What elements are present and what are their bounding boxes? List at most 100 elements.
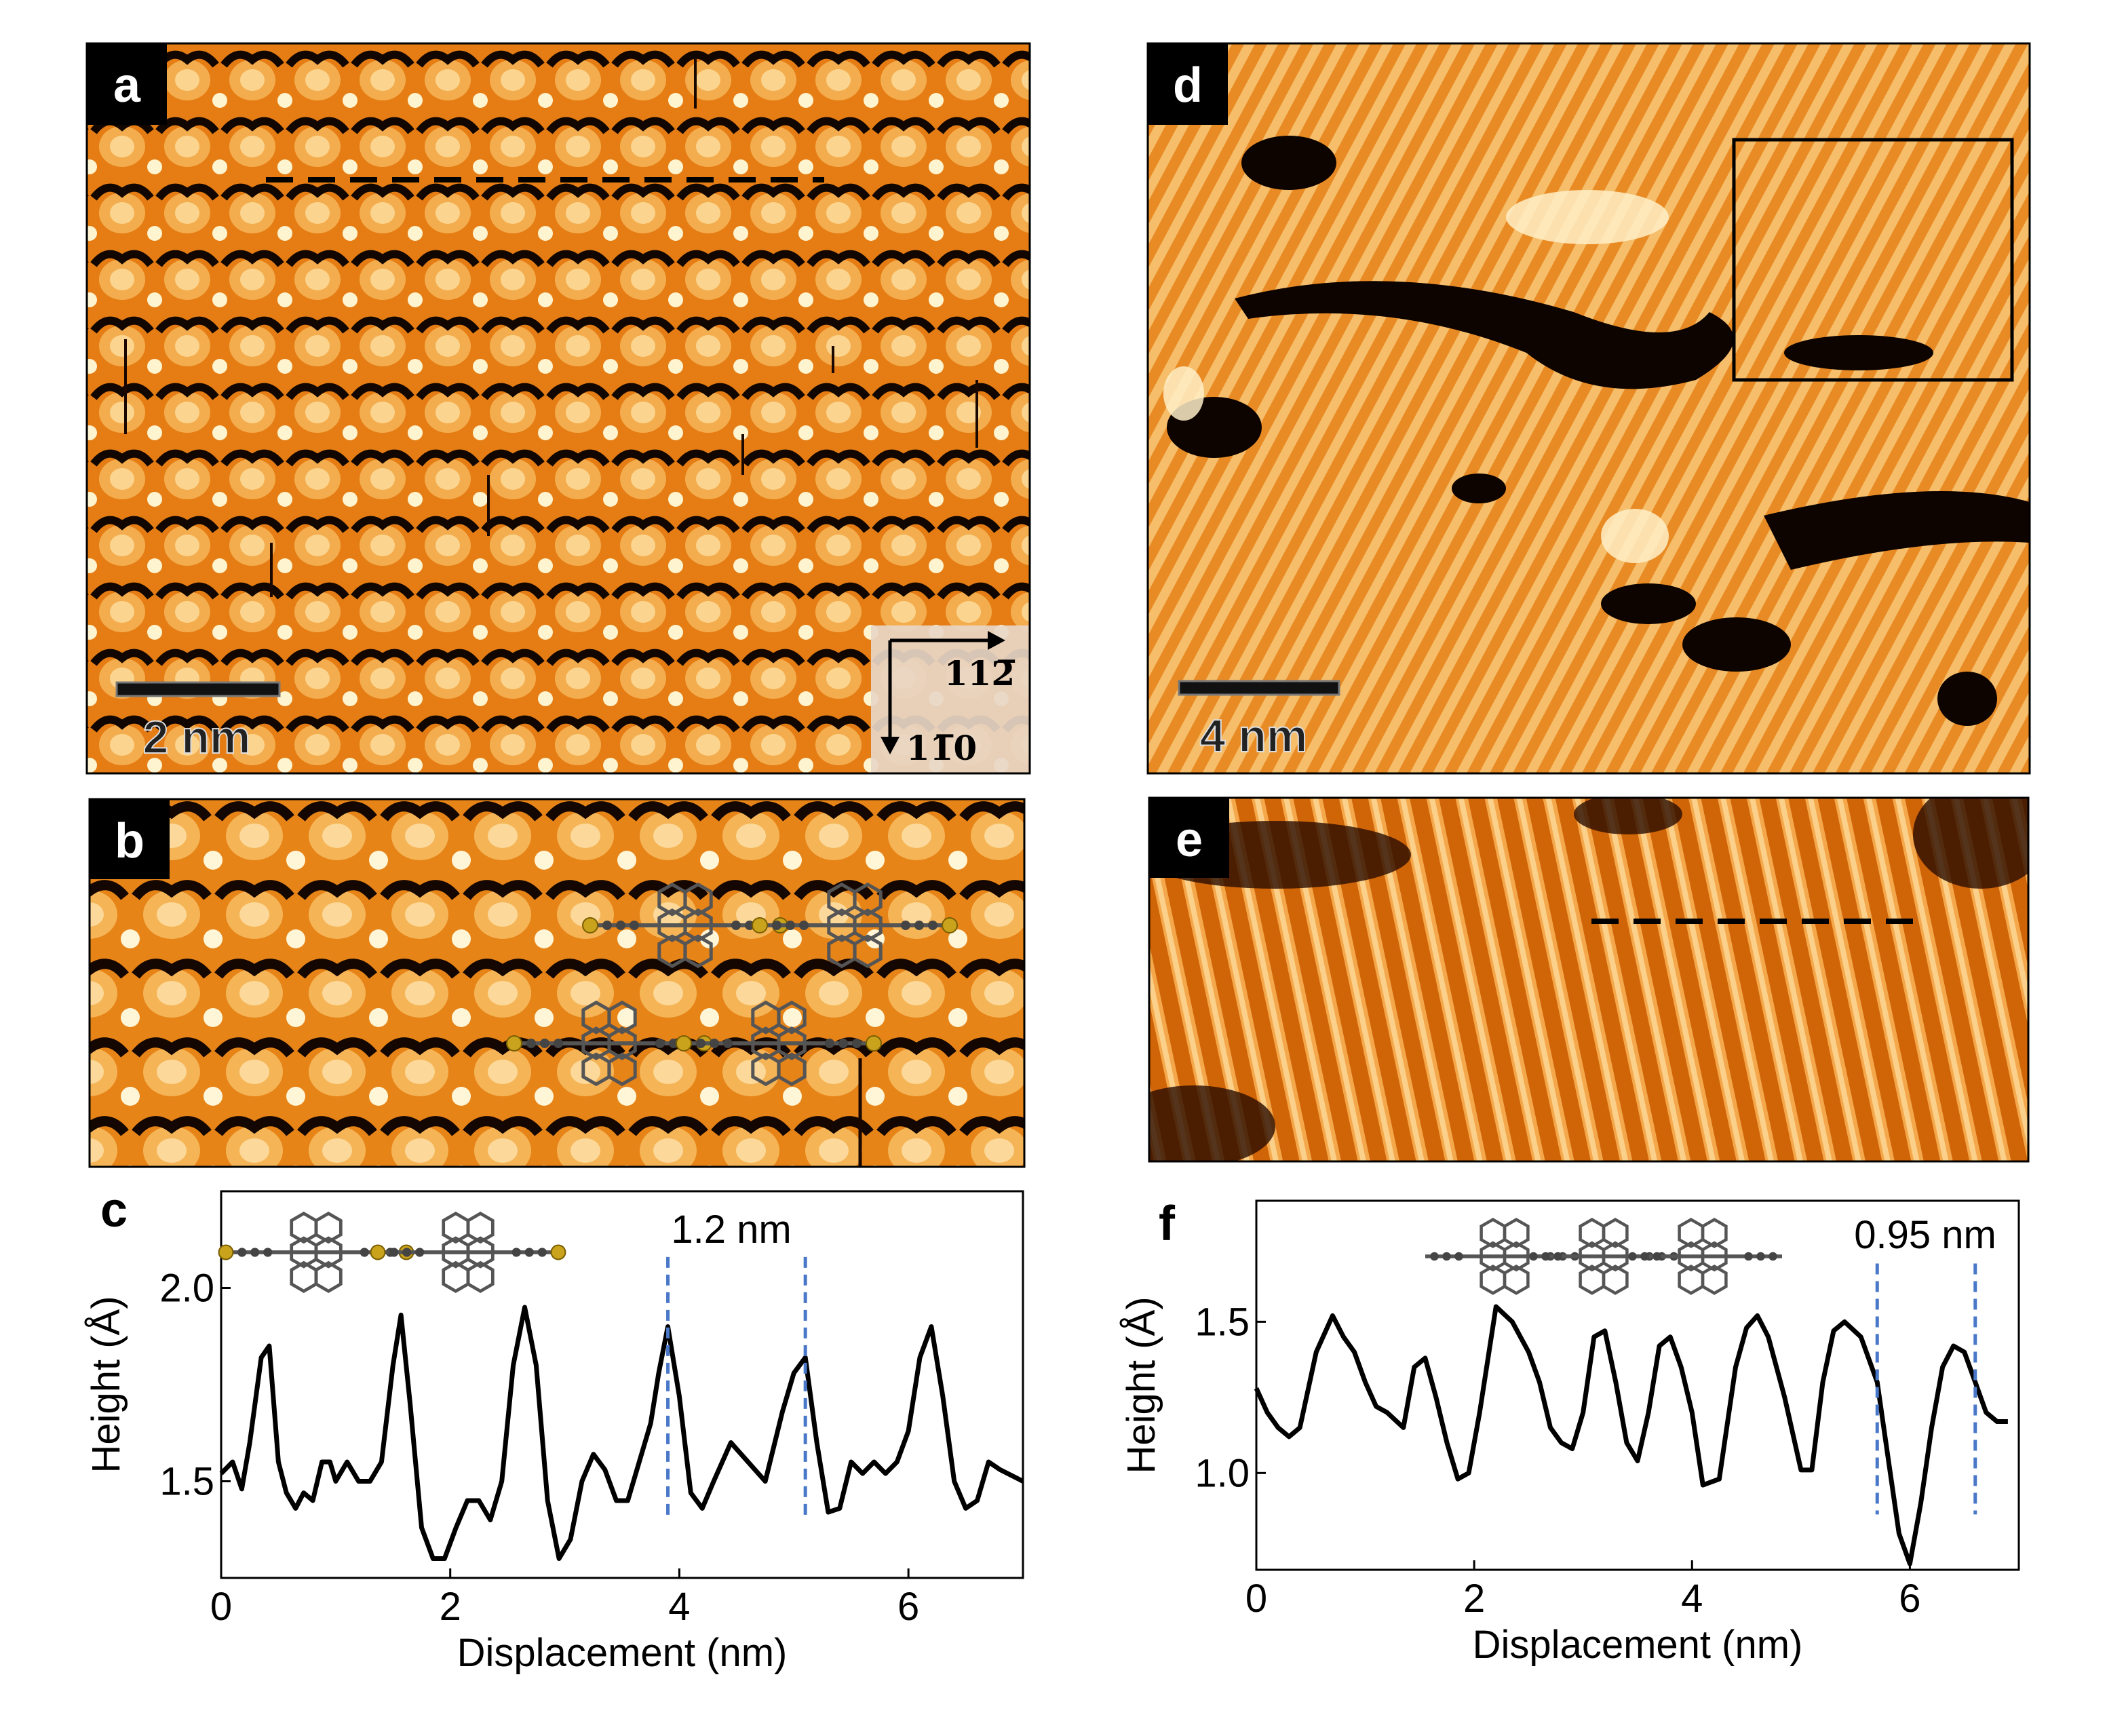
carbon-atom — [1744, 1252, 1753, 1261]
carbon-atom — [389, 1248, 399, 1257]
panel-e-frame — [1148, 796, 2030, 1163]
panel-a-frame — [85, 42, 1031, 775]
panel-a — [87, 43, 1030, 773]
panel-a-dir-x-label: 112̅ — [944, 653, 1015, 693]
carbon-atom — [852, 1039, 862, 1048]
panel-f-xtick-label: 2 — [1463, 1577, 1485, 1621]
carbon-atom — [402, 1248, 412, 1257]
panel-e — [1149, 798, 2028, 1161]
benzene-ring — [1701, 1218, 1728, 1248]
panel-a-scalebar — [115, 681, 281, 697]
panel-a-scalebar-label: 2 nm — [143, 712, 251, 763]
benzene-ring — [853, 934, 883, 969]
carbon-atom — [669, 1039, 678, 1048]
panel-c-xtick-label: 4 — [668, 1585, 690, 1629]
carbon-atom — [1553, 1252, 1562, 1261]
panel-a-direction-inset — [871, 625, 1030, 773]
carbon-atom — [616, 921, 625, 930]
gold-atom — [752, 917, 768, 933]
panel-d-scalebar-label: 4 nm — [1200, 710, 1308, 762]
panel-f-xtick-label: 6 — [1899, 1577, 1920, 1621]
panel-f-xtick-label: 0 — [1245, 1577, 1267, 1621]
benzene-ring — [1701, 1265, 1728, 1295]
carbon-atom — [263, 1248, 273, 1257]
carbon-atom — [1768, 1252, 1777, 1261]
benzene-ring — [466, 1211, 495, 1244]
carbon-atom — [696, 1039, 705, 1048]
panel-f-series-line — [1254, 1304, 2008, 1566]
carbon-atom — [1442, 1252, 1451, 1261]
carbon-atom — [360, 1248, 369, 1257]
benzene-ring — [1503, 1241, 1530, 1272]
carbon-atom — [537, 1248, 547, 1257]
panel-a-label-box — [87, 43, 167, 125]
panel-b-label: b — [115, 814, 144, 868]
carbon-atom — [630, 921, 639, 930]
panel-f-xlabel: Displacement (nm) — [1473, 1623, 1803, 1667]
panel-c-annotation: 1.2 nm — [671, 1208, 791, 1252]
panel-d-scalebar — [1178, 680, 1340, 696]
gold-atom — [218, 1244, 234, 1260]
carbon-atom — [526, 1039, 536, 1048]
carbon-atom — [723, 1039, 733, 1048]
benzene-ring — [853, 908, 883, 942]
carbon-atom — [415, 1248, 425, 1257]
benzene-ring — [853, 882, 883, 917]
benzene-ring — [466, 1236, 495, 1269]
carbon-atom — [1430, 1252, 1439, 1261]
panel-a-scan-streaks — [124, 58, 978, 597]
carbon-atom — [1529, 1252, 1538, 1261]
gold-atom — [942, 917, 958, 933]
carbon-atom — [250, 1248, 260, 1257]
benzene-ring — [1503, 1265, 1530, 1295]
panel-b-frame — [88, 798, 1026, 1168]
panel-f-axes-frame — [1255, 1199, 2020, 1571]
panel-b — [90, 799, 1024, 1167]
panel-b-label-box — [90, 799, 170, 879]
benzene-ring — [777, 1026, 807, 1060]
panel-f-molecule-inset — [1425, 1218, 1782, 1295]
panel-c-series-line — [219, 1305, 1024, 1561]
panel-d-label: d — [1173, 58, 1203, 113]
carbon-atom — [511, 1248, 521, 1257]
carbon-atom — [825, 1039, 834, 1048]
benzene-ring — [1503, 1218, 1530, 1248]
carbon-atom — [1756, 1252, 1765, 1261]
benzene-ring — [1701, 1241, 1728, 1272]
benzene-ring — [777, 1000, 807, 1035]
carbon-atom — [1652, 1252, 1661, 1261]
panel-d-dark-regions — [1167, 136, 2030, 726]
benzene-ring — [777, 1052, 807, 1087]
panel-c-ytick-label: 1.5 — [159, 1460, 214, 1504]
panel-f-annotation: 0.95 nm — [1854, 1213, 1996, 1257]
carbon-atom — [838, 1039, 848, 1048]
panel-d-label-box — [1148, 43, 1228, 125]
benzene-ring — [1602, 1218, 1629, 1248]
benzene-ring — [314, 1211, 343, 1244]
benzene-ring — [314, 1260, 343, 1294]
molecule-unit — [676, 1000, 882, 1087]
panel-c-xlabel: Displacement (nm) — [457, 1631, 788, 1675]
panel-f-ytick-label: 1.0 — [1195, 1451, 1250, 1495]
benzene-ring — [466, 1260, 495, 1294]
carbon-atom — [1541, 1252, 1550, 1261]
panel-f-label: f — [1159, 1197, 1176, 1251]
panel-c-height-profile-chart: 0 2 4 6 1.5 2.0 Displacement (nm) Height (Å) 1.2… — [84, 1190, 1024, 1675]
panel-c-ylabel: Height (Å) — [84, 1296, 128, 1473]
benzene-ring — [314, 1236, 343, 1269]
benzene-ring — [607, 1026, 637, 1060]
carbon-atom — [786, 921, 795, 930]
panel-c-xtick-label: 6 — [897, 1585, 919, 1629]
gold-atom — [370, 1244, 386, 1260]
panel-b-molecule-overlay — [506, 882, 958, 1087]
panel-c-xtick-label: 0 — [210, 1585, 232, 1629]
carbon-atom — [1454, 1252, 1463, 1261]
panel-d-bright-regions — [1163, 190, 1669, 563]
carbon-atom — [1628, 1252, 1637, 1261]
gold-atom — [582, 917, 598, 933]
carbon-atom — [655, 1039, 665, 1048]
carbon-atom — [554, 1039, 563, 1048]
carbon-atom — [901, 921, 910, 930]
carbon-atom — [799, 921, 809, 930]
panel-a-dir-y-label: 11̅0 — [906, 728, 977, 768]
